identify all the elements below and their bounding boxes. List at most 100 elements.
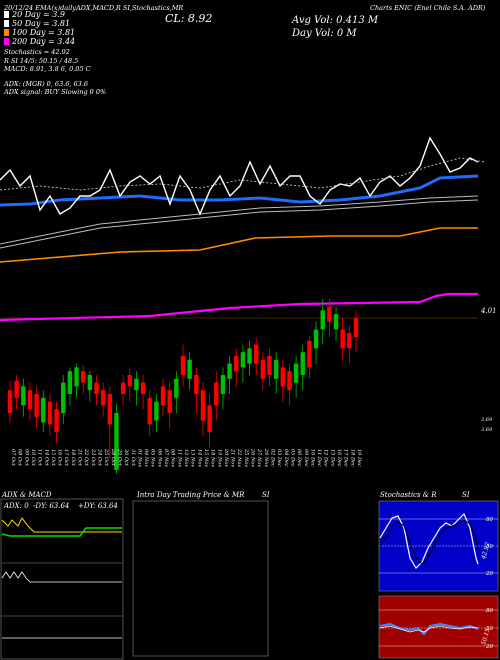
x-tick-label: 19 Nov <box>216 449 222 467</box>
x-tick-label: 15 Nov <box>203 449 209 467</box>
stoch-d <box>379 519 479 565</box>
x-tick-label: 07 Nov <box>163 449 169 467</box>
x-tick-label: 21 Nov <box>230 448 236 467</box>
legend-item: 100 Day = 3.81 <box>4 28 75 37</box>
x-tick-label: 13 Dec <box>329 449 335 467</box>
x-tick-label: 15 Oct <box>50 449 56 467</box>
info-row: R SI 14/5: 50.15 / 48.5 <box>4 56 79 65</box>
x-tick-label: 18 Dec <box>349 449 355 467</box>
candle-body <box>300 352 305 375</box>
legend-label: 20 Day = 3.9 <box>12 10 65 19</box>
ema20-line <box>0 136 479 216</box>
candle-body <box>333 314 339 330</box>
x-tick-label: 21 Oct <box>77 448 83 467</box>
info-row: MACD: 8.91, 3.8 6, 0.05 C <box>4 65 91 73</box>
x-tick-label: 13 Nov <box>190 449 196 467</box>
rsi-level-20: 20 <box>485 644 493 650</box>
stoch-level-80: 80 <box>486 517 493 523</box>
candle-body <box>293 363 299 383</box>
candle-body <box>194 375 199 394</box>
x-tick-label: 11 Dec <box>316 449 322 467</box>
candle-body <box>127 375 132 387</box>
di-minus-text: -DY: 63.64 <box>33 502 69 510</box>
candle-body <box>120 382 126 394</box>
stoch-value: 42.92 <box>480 541 492 561</box>
legend-label: 100 Day = 3.81 <box>12 28 76 37</box>
adx-panel-title: ADX & MACD <box>2 491 52 499</box>
right-axis-label: 3.69 <box>481 417 493 423</box>
legend-swatch <box>4 20 9 27</box>
x-tick-label: 25 Oct <box>103 448 109 467</box>
x-tick-label: 29 Nov <box>263 448 269 467</box>
x-tick-label: 19 Dec <box>356 449 362 467</box>
candle-body <box>94 382 99 394</box>
ema50-band-b <box>0 199 479 249</box>
ema50-band-a <box>0 195 479 245</box>
x-tick-label: 22 Nov <box>236 448 242 467</box>
candle-body <box>227 363 232 379</box>
ema100-line <box>0 227 478 263</box>
candle-body <box>207 405 212 432</box>
x-tick-label: 22 Oct <box>83 448 89 467</box>
adx-line-green <box>1 527 122 537</box>
rsi-level-80: 80 <box>486 608 493 614</box>
candles <box>7 299 359 474</box>
x-tick-label: 18 Oct <box>70 449 76 467</box>
candle-body <box>327 306 332 322</box>
candle-body <box>34 394 39 417</box>
candle-body <box>21 386 26 406</box>
x-tick-label: 08 Nov <box>170 449 176 467</box>
x-tick-label: 10 Dec <box>309 449 315 467</box>
header-top-right: Charts ENIC (Enel Chile S.A. ADR) <box>370 4 486 12</box>
candle-body <box>313 329 319 349</box>
x-tick-label: 16 Oct <box>57 449 63 467</box>
candle-body <box>200 390 206 421</box>
indicator-info: Stochastics = 42.92 R SI 14/5: 50.15 / 48… <box>4 48 106 97</box>
candle-body <box>47 401 53 425</box>
x-tick-label: 07 Oct <box>10 449 16 467</box>
candle-body <box>7 390 13 413</box>
candle-body <box>247 348 252 364</box>
candle-body <box>87 375 93 391</box>
x-tick-label: 25 Nov <box>243 448 249 467</box>
candle-body <box>273 359 279 379</box>
x-tick-label: 14 Oct <box>43 449 49 467</box>
intraday-panel <box>132 500 269 657</box>
legend-label: 50 Day = 3.81 <box>12 19 71 28</box>
legend-item: 200 Day = 3.44 <box>4 37 75 46</box>
adx-line-yellow <box>1 517 122 533</box>
candle-body <box>107 394 113 425</box>
right-axis: 4.01 3.69 3.69 <box>480 307 497 433</box>
candle-body <box>240 352 246 368</box>
candle-body <box>134 378 139 391</box>
info-row: ADX signal: BUY Slowing 0 0% <box>4 88 107 96</box>
avg-volume: Avg Vol: 0.413 M <box>292 15 379 26</box>
ema50-line <box>0 174 479 207</box>
x-tick-label: 09 Dec <box>303 449 309 467</box>
candle-body <box>147 397 152 425</box>
candle-body <box>80 371 86 383</box>
legend-swatch <box>4 38 9 45</box>
stoch-level-20: 20 <box>485 571 493 577</box>
x-tick-label: 14 Nov <box>196 449 202 467</box>
candle-body <box>307 340 312 368</box>
x-tick-label: 03 Dec <box>276 449 282 467</box>
stoch-panel-title-right: SI <box>462 491 470 499</box>
adx-value-text: ADX: 0 <box>3 502 29 510</box>
candle-body <box>100 390 106 406</box>
candle-body <box>340 329 345 349</box>
x-tick-label: 17 Oct <box>63 449 69 467</box>
legend-swatch <box>4 11 9 18</box>
x-axis: 07 Oct 08 Oct 09 Oct 10 Oct 11 Oct 14 Oct 15 O… <box>10 448 362 467</box>
candle-body <box>287 371 292 391</box>
candle-body <box>61 382 66 413</box>
info-row: Stochastics = 42.92 <box>4 48 70 56</box>
price-chart: 4.013.693.69 07 Oct 08 Oct 09 Oct 10 Oct 11 … <box>0 136 497 474</box>
x-tick-label: 30 Oct <box>123 449 129 467</box>
candle-body <box>234 356 239 372</box>
candle-body <box>280 367 286 387</box>
ema200-line <box>0 292 478 322</box>
signal-dotted-line <box>0 157 486 191</box>
x-tick-label: 04 Dec <box>283 449 289 467</box>
candle-body <box>174 378 179 398</box>
